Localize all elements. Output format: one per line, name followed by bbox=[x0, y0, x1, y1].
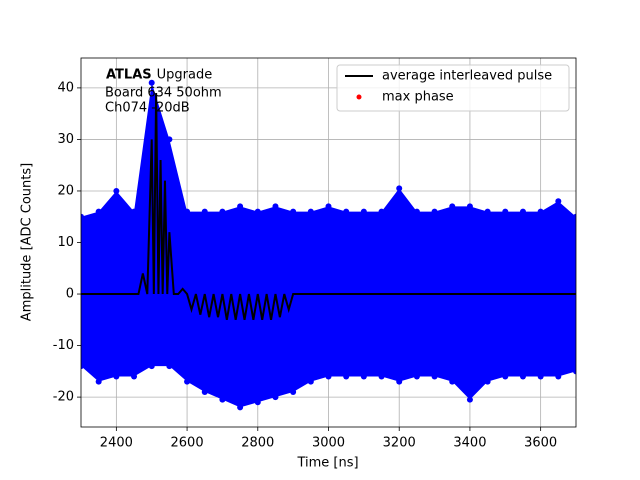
x-tick-label: 2800 bbox=[241, 436, 274, 451]
sample-point bbox=[431, 208, 438, 215]
sample-point bbox=[431, 373, 438, 380]
sample-point bbox=[378, 373, 385, 380]
x-tick-label: 3400 bbox=[453, 436, 486, 451]
sample-point bbox=[113, 187, 120, 194]
sample-point bbox=[466, 203, 473, 210]
sample-point bbox=[290, 388, 297, 395]
annotation: ATLAS bbox=[106, 68, 152, 83]
y-tick-label: -20 bbox=[53, 390, 74, 405]
x-tick-label: 3000 bbox=[312, 436, 345, 451]
sample-point bbox=[95, 208, 102, 215]
sample-point bbox=[272, 394, 279, 401]
sample-point bbox=[573, 368, 576, 375]
sample-point bbox=[254, 399, 261, 406]
y-tick-label: 40 bbox=[57, 80, 74, 95]
y-axis-label: Amplitude [ADC Counts] bbox=[20, 163, 35, 321]
sample-point bbox=[484, 378, 491, 385]
sample-point bbox=[201, 208, 208, 215]
sample-point bbox=[184, 208, 191, 215]
sample-point bbox=[519, 208, 526, 215]
x-axis-label: Time [ns] bbox=[296, 456, 358, 471]
sample-point bbox=[413, 373, 420, 380]
sample-point bbox=[413, 208, 420, 215]
y-tick-label: 30 bbox=[57, 132, 74, 147]
sample-point bbox=[237, 404, 244, 411]
sample-point bbox=[449, 203, 456, 210]
sample-point bbox=[184, 378, 191, 385]
sample-point bbox=[219, 396, 226, 403]
sample-point bbox=[396, 378, 403, 385]
sample-point bbox=[537, 208, 544, 215]
legend-box bbox=[336, 64, 570, 112]
plot-area bbox=[81, 79, 576, 411]
sample-point bbox=[343, 208, 350, 215]
sample-point bbox=[360, 373, 367, 380]
sample-point bbox=[360, 208, 367, 215]
sample-point bbox=[396, 185, 403, 192]
sample-point bbox=[325, 373, 332, 380]
sample-point bbox=[201, 388, 208, 395]
legend-swatch bbox=[356, 94, 362, 100]
x-tick-label: 3600 bbox=[524, 436, 557, 451]
y-tick-label: 0 bbox=[66, 287, 74, 302]
sample-point bbox=[290, 208, 297, 215]
sample-point bbox=[219, 208, 226, 215]
annotation: Board 634 50ohm bbox=[105, 86, 222, 101]
sample-point bbox=[148, 363, 155, 370]
x-tick-label: 3200 bbox=[383, 436, 416, 451]
sample-point bbox=[555, 373, 562, 380]
sample-point bbox=[113, 373, 120, 380]
x-tick-label: 2400 bbox=[100, 436, 133, 451]
x-tick-label: 2600 bbox=[171, 436, 204, 451]
sample-point bbox=[325, 203, 332, 210]
sample-point bbox=[81, 213, 84, 220]
annotation: Ch074 -20dB bbox=[105, 101, 190, 116]
sample-point bbox=[449, 378, 456, 385]
sample-point bbox=[166, 136, 173, 143]
legend-label: max phase bbox=[382, 90, 454, 105]
sample-point bbox=[502, 208, 509, 215]
axes-frame bbox=[80, 57, 577, 428]
y-tick-label: 10 bbox=[57, 235, 74, 250]
sample-point bbox=[166, 363, 173, 370]
sample-point bbox=[307, 378, 314, 385]
sample-point bbox=[519, 373, 526, 380]
sample-point bbox=[573, 213, 576, 220]
legend-label: average interleaved pulse bbox=[382, 69, 552, 84]
sample-point bbox=[131, 208, 138, 215]
sample-band bbox=[81, 82, 576, 408]
annotation: Upgrade bbox=[157, 68, 213, 83]
pulse-line bbox=[81, 93, 576, 320]
sample-point bbox=[502, 373, 509, 380]
sample-point bbox=[378, 208, 385, 215]
sample-point bbox=[484, 208, 491, 215]
sample-point bbox=[272, 203, 279, 210]
sample-point bbox=[237, 203, 244, 210]
sample-point bbox=[148, 79, 155, 86]
y-tick-label: 20 bbox=[57, 183, 74, 198]
sample-point bbox=[343, 373, 350, 380]
y-tick-label: -10 bbox=[53, 338, 74, 353]
sample-point bbox=[307, 208, 314, 215]
sample-point bbox=[466, 396, 473, 403]
sample-point bbox=[537, 373, 544, 380]
sample-point bbox=[95, 378, 102, 385]
sample-point bbox=[81, 363, 84, 370]
sample-point bbox=[131, 373, 138, 380]
sample-point bbox=[555, 198, 562, 205]
sample-point bbox=[254, 208, 261, 215]
